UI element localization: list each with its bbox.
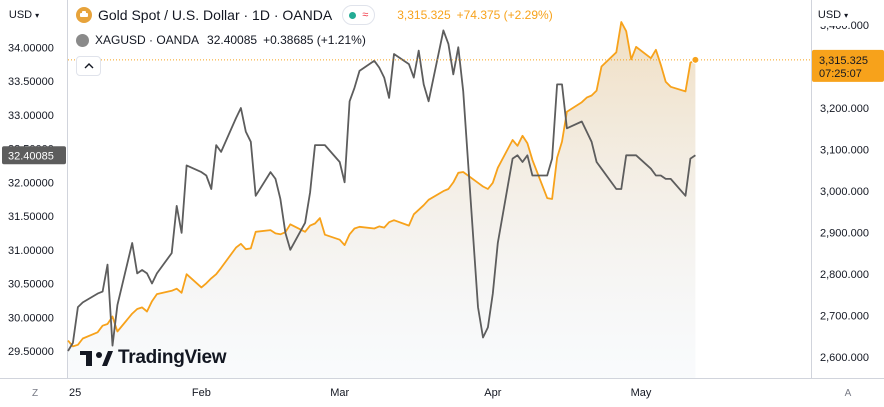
waves-icon: ≈ [362,9,369,21]
last-price-dot [691,55,700,64]
auto-scale-button[interactable]: A [840,385,856,401]
primary-symbol-title[interactable]: Gold Spot / U.S. Dollar · 1D · OANDA [98,7,333,23]
tradingview-logo-icon [80,351,113,366]
left-price-badge-value: 32.40085 [8,150,54,162]
legend-secondary[interactable]: XAGUSD · OANDA 32.40085 +0.38685 (+1.21%… [76,31,372,49]
secondary-last-value: 32.40085 [207,33,258,47]
right-axis-tick-label: 2,800.000 [820,269,869,281]
collapse-legend-button[interactable] [76,56,101,76]
series-area-0 [68,22,696,378]
chevron-down-icon: ▾ [35,10,40,20]
time-axis-tick-label: 25 [69,387,81,399]
time-axis-tick-label: Apr [484,387,501,399]
right-price-badge-value: 3,315.325 [819,55,868,67]
left-axis-tick-label: 33.50000 [8,76,54,88]
right-axis-tick-label: 3,100.000 [820,145,869,157]
right-axis-tick-label: 2,700.000 [820,311,869,323]
left-axis-tick-label: 30.00000 [8,312,54,324]
log-scale-button[interactable]: Z [27,385,43,401]
right-currency-label: USD [817,9,842,21]
left-axis-tick-label: 30.50000 [8,279,54,291]
left-axis-tick-label: 32.00000 [8,177,54,189]
right-price-badge-countdown: 07:25:07 [819,68,862,80]
left-currency-button[interactable]: USD ▾ [6,4,42,26]
left-axis-tick-label: 33.00000 [8,110,54,122]
silver-symbol-icon [76,33,89,47]
left-axis-tick-label: 31.00000 [8,245,54,257]
chevron-down-icon: ▾ [844,10,849,20]
right-axis-tick-label: 2,600.000 [820,352,869,364]
secondary-change: +0.38685 (+1.21%) [263,33,366,47]
primary-change: +74.375 (+2.29%) [456,8,553,22]
auto-scale-label: A [844,387,852,399]
status-pill[interactable]: ≈ [342,5,376,25]
right-axis-tick-label: 3,000.000 [820,186,869,198]
green-dot-icon [349,11,357,19]
left-axis-tick-label: 31.50000 [8,211,54,223]
tradingview-watermark: TradingView [80,345,227,371]
time-axis-tick-label: May [631,387,652,399]
series-line-1[interactable] [67,29,696,352]
left-currency-label: USD [8,9,33,21]
legend-primary[interactable]: Gold Spot / U.S. Dollar · 1D · OANDA ≈ 3… [76,4,559,26]
log-scale-label: Z [31,387,39,399]
secondary-symbol-title[interactable]: XAGUSD · OANDA [95,33,200,47]
time-axis-tick-label: Feb [192,387,211,399]
time-axis-tick-label: Mar [330,387,349,399]
left-price-badge [2,146,66,165]
right-price-badge [812,49,884,82]
right-currency-button[interactable]: USD ▾ [815,4,851,26]
left-axis-tick-label: 34.00000 [8,42,54,54]
series-line-0[interactable] [67,21,696,348]
chevron-up-icon [84,63,93,69]
left-axis-tick-label: 29.50000 [8,346,54,358]
right-axis-tick-label: 2,900.000 [820,228,869,240]
gold-symbol-icon [76,7,92,23]
right-axis-tick-label: 3,200.000 [820,103,869,115]
primary-last-value: 3,315.325 [397,8,451,22]
watermark-text: TradingView [118,347,227,368]
